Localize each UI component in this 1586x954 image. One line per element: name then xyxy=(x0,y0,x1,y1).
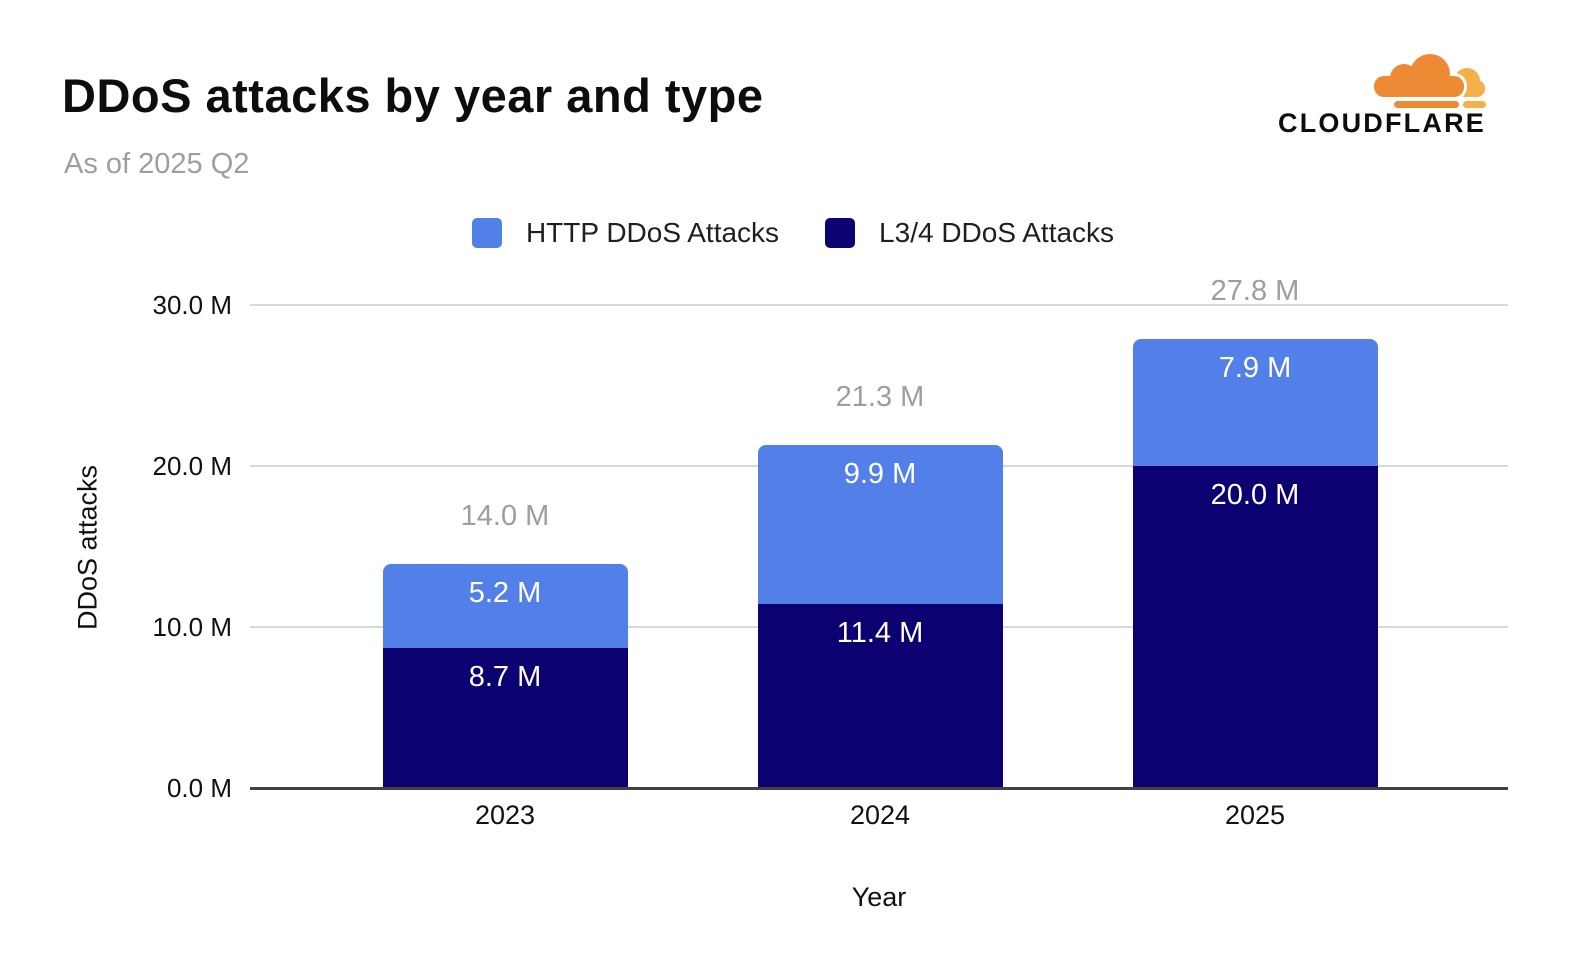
legend-label-http: HTTP DDoS Attacks xyxy=(525,217,780,248)
bar-segment-l34-2023[interactable] xyxy=(382,647,628,788)
bar-label-l34-2023: 8.7 M xyxy=(468,660,542,693)
legend-item-l34-ddos[interactable]: L3/4 DDoS Attacks xyxy=(825,217,1114,249)
cloudflare-wordmark: CLOUDFLARE xyxy=(1278,108,1486,138)
x-tick-label-2024: 2024 xyxy=(849,800,911,830)
legend-label-l34: L3/4 DDoS Attacks xyxy=(879,217,1115,248)
bar-segment-l34-2025[interactable] xyxy=(1132,466,1378,788)
bar-label-l34-2024: 11.4 M xyxy=(836,617,924,650)
page-subtitle: As of 2025 Q2 xyxy=(64,148,250,180)
bar-segment-http-2025[interactable] xyxy=(1132,338,1378,466)
bar-label-http-2025: 7.9 M xyxy=(1218,351,1292,384)
cloudflare-cloud-icon xyxy=(1371,51,1486,108)
x-tick-label-2023: 2023 xyxy=(474,800,536,830)
x-tick-label-2025: 2025 xyxy=(1224,800,1286,830)
legend-swatch-http-icon xyxy=(471,218,502,248)
cloudflare-logo: CLOUDFLARE xyxy=(1268,50,1496,139)
bar-total-label-2024: 21.3 M xyxy=(835,381,925,414)
legend-swatch-l34-icon xyxy=(825,218,856,248)
bar-label-http-2024: 9.9 M xyxy=(843,458,917,491)
bar-segment-http-2024[interactable] xyxy=(757,445,1003,605)
bar-segment-l34-2024[interactable] xyxy=(757,604,1003,788)
y-tick-label: 10.0 M xyxy=(152,612,233,642)
y-tick-label: 0.0 M xyxy=(166,773,232,803)
bar-total-label-2023: 14.0 M xyxy=(460,500,550,533)
x-axis-title: Year xyxy=(851,882,907,912)
bar-label-http-2023: 5.2 M xyxy=(468,577,542,610)
chart-legend: HTTP DDoS Attacks L3/4 DDoS Attacks xyxy=(0,217,1586,249)
legend-item-http-ddos[interactable]: HTTP DDoS Attacks xyxy=(471,217,780,249)
bar-total-label-2025: 27.8 M xyxy=(1210,274,1300,307)
y-tick-label: 30.0 M xyxy=(152,290,233,320)
bar-label-l34-2025: 20.0 M xyxy=(1210,479,1300,511)
gridline-30.0M xyxy=(250,304,1508,306)
y-tick-label: 20.0 M xyxy=(152,451,233,481)
bar-segment-http-2023[interactable] xyxy=(382,564,628,648)
page-title: DDoS attacks by year and type xyxy=(62,69,764,122)
x-axis-line xyxy=(250,787,1508,790)
